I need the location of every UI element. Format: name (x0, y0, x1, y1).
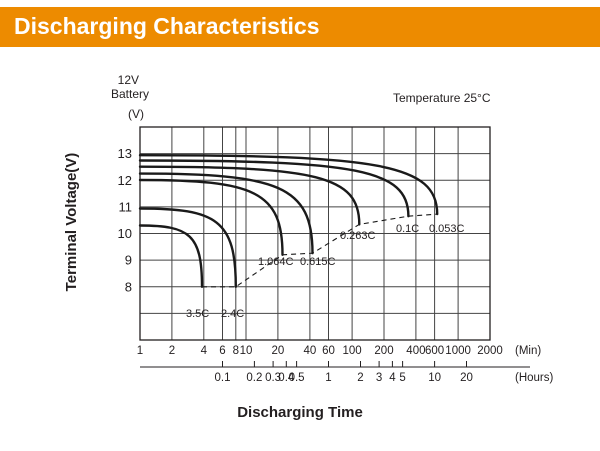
svg-text:2: 2 (357, 372, 363, 384)
svg-text:8: 8 (125, 279, 132, 294)
svg-text:12: 12 (118, 173, 132, 188)
svg-text:20: 20 (272, 345, 285, 357)
svg-text:400: 400 (406, 345, 425, 357)
svg-text:13: 13 (118, 146, 132, 161)
svg-text:0.5: 0.5 (289, 372, 305, 384)
svg-text:0.1C: 0.1C (396, 223, 419, 235)
svg-text:11: 11 (119, 199, 133, 214)
svg-text:2000: 2000 (477, 345, 503, 357)
svg-text:(V): (V) (128, 107, 144, 121)
svg-text:10: 10 (118, 226, 132, 241)
svg-text:0.053C: 0.053C (429, 223, 465, 235)
svg-text:1.064C: 1.064C (258, 256, 294, 268)
svg-text:1: 1 (325, 372, 331, 384)
svg-text:1: 1 (137, 345, 143, 357)
svg-text:8: 8 (233, 345, 239, 357)
svg-text:4: 4 (389, 372, 396, 384)
svg-text:20: 20 (460, 372, 473, 384)
svg-text:4: 4 (201, 345, 208, 357)
svg-text:0.615C: 0.615C (300, 256, 336, 268)
svg-text:0.2: 0.2 (246, 372, 262, 384)
svg-text:100: 100 (343, 345, 362, 357)
svg-text:3: 3 (376, 372, 382, 384)
svg-text:1000: 1000 (445, 345, 471, 357)
svg-text:2.4C: 2.4C (221, 308, 244, 320)
svg-text:0.263C: 0.263C (340, 230, 376, 242)
svg-text:60: 60 (322, 345, 335, 357)
svg-text:9: 9 (125, 253, 132, 268)
svg-text:(Min): (Min) (515, 345, 541, 357)
svg-text:5: 5 (399, 372, 405, 384)
svg-text:40: 40 (304, 345, 317, 357)
svg-text:6: 6 (219, 345, 225, 357)
svg-text:3.5C: 3.5C (186, 308, 209, 320)
svg-text:10: 10 (428, 372, 441, 384)
svg-text:(Hours): (Hours) (515, 372, 554, 384)
svg-text:10: 10 (240, 345, 253, 357)
svg-text:600: 600 (425, 345, 444, 357)
svg-text:0.1: 0.1 (215, 372, 231, 384)
svg-text:2: 2 (169, 345, 175, 357)
svg-text:200: 200 (374, 345, 393, 357)
